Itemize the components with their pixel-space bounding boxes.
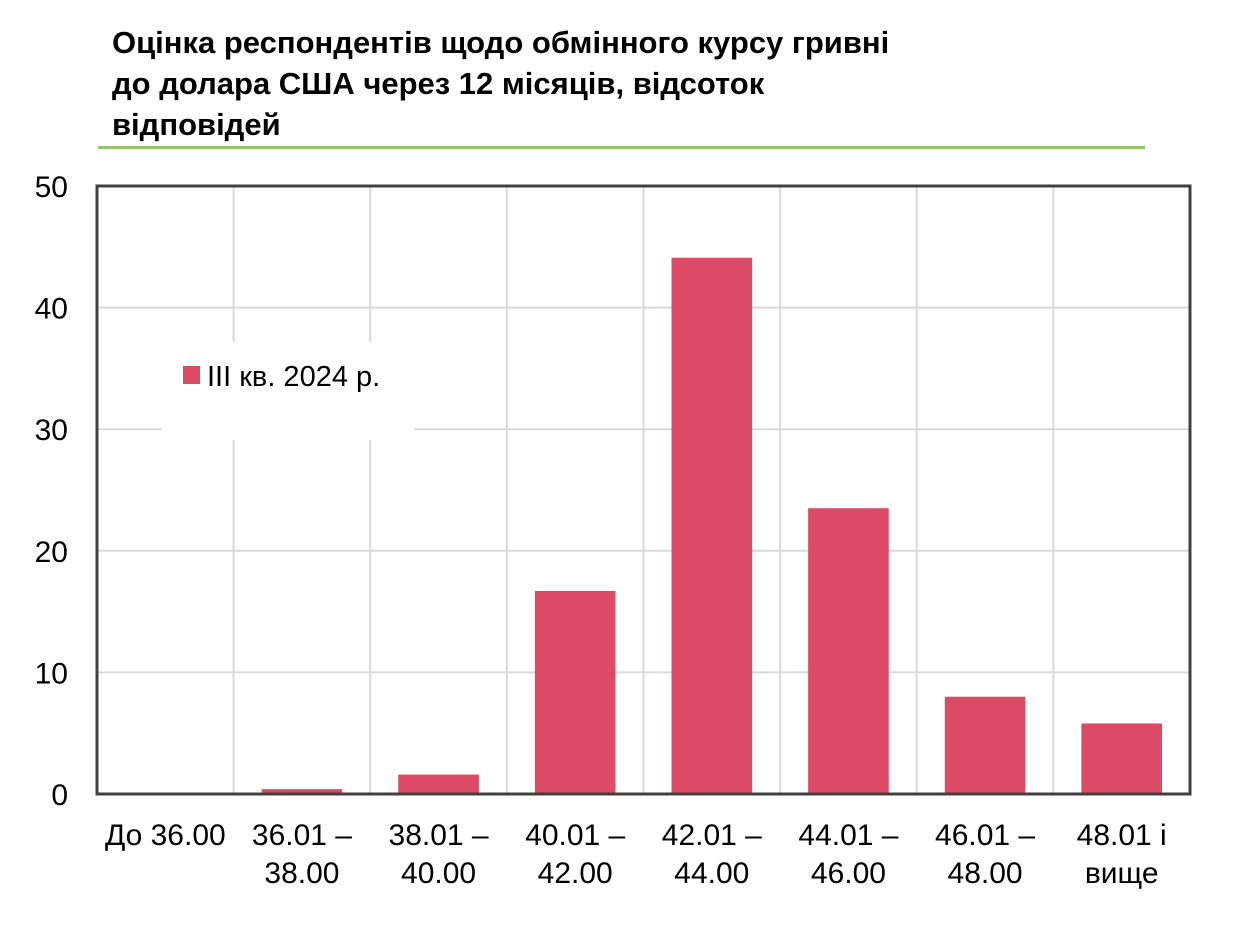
x-tick-label: 42.00 — [538, 857, 613, 890]
y-axis-ticks: 0 10 20 30 40 50 — [35, 171, 68, 812]
y-tick-label: 40 — [35, 293, 68, 326]
x-tick-label: 40.01 – — [525, 819, 625, 852]
bar — [671, 257, 753, 794]
x-tick-label: 46.01 – — [935, 819, 1035, 852]
title-divider — [98, 146, 1145, 149]
y-tick-label: 10 — [35, 657, 68, 690]
bar — [944, 696, 1026, 794]
bar — [1081, 723, 1162, 794]
legend: ІІІ кв. 2024 р. — [183, 361, 380, 393]
x-tick-label: 38.00 — [264, 857, 339, 890]
bar — [534, 590, 616, 794]
chart-title-line: Оцінка респондентів щодо обмінного курсу… — [112, 25, 890, 60]
x-tick-label: 44.01 – — [798, 819, 898, 852]
x-tick-label: 44.00 — [674, 857, 749, 890]
x-tick-label: 48.01 і — [1077, 819, 1167, 852]
bars — [261, 257, 1162, 794]
x-tick-label: 38.01 – — [389, 819, 489, 852]
x-tick-label: 36.01 – — [252, 819, 352, 852]
bar — [261, 789, 343, 794]
x-tick-label: 40.00 — [401, 857, 476, 890]
chart-title-line: відповідей — [112, 107, 281, 142]
y-tick-label: 50 — [35, 171, 68, 204]
bar — [398, 774, 479, 794]
plot-frame — [95, 184, 1192, 796]
x-tick-label: 48.00 — [948, 857, 1023, 890]
legend-label: ІІІ кв. 2024 р. — [207, 361, 380, 393]
x-tick-label: До 36.00 — [105, 819, 226, 852]
chart-title-line: до долара США через 12 місяців, відсоток — [112, 66, 765, 101]
x-tick-label: 42.01 – — [662, 819, 762, 852]
y-tick-label: 20 — [35, 536, 68, 569]
legend-background — [162, 342, 414, 440]
chart-title: Оцінка респондентів щодо обмінного курсу… — [112, 22, 1092, 145]
x-tick-label: вище — [1085, 857, 1159, 890]
legend-swatch — [183, 366, 200, 384]
x-tick-label: 46.00 — [811, 857, 886, 890]
y-tick-label: 30 — [35, 414, 68, 447]
x-axis-labels: До 36.00 36.01 – 38.00 38.01 – 40.00 40.01 – 4… — [105, 819, 1167, 890]
bar — [808, 508, 889, 794]
y-tick-label: 0 — [51, 779, 68, 812]
gridlines — [97, 186, 1190, 794]
